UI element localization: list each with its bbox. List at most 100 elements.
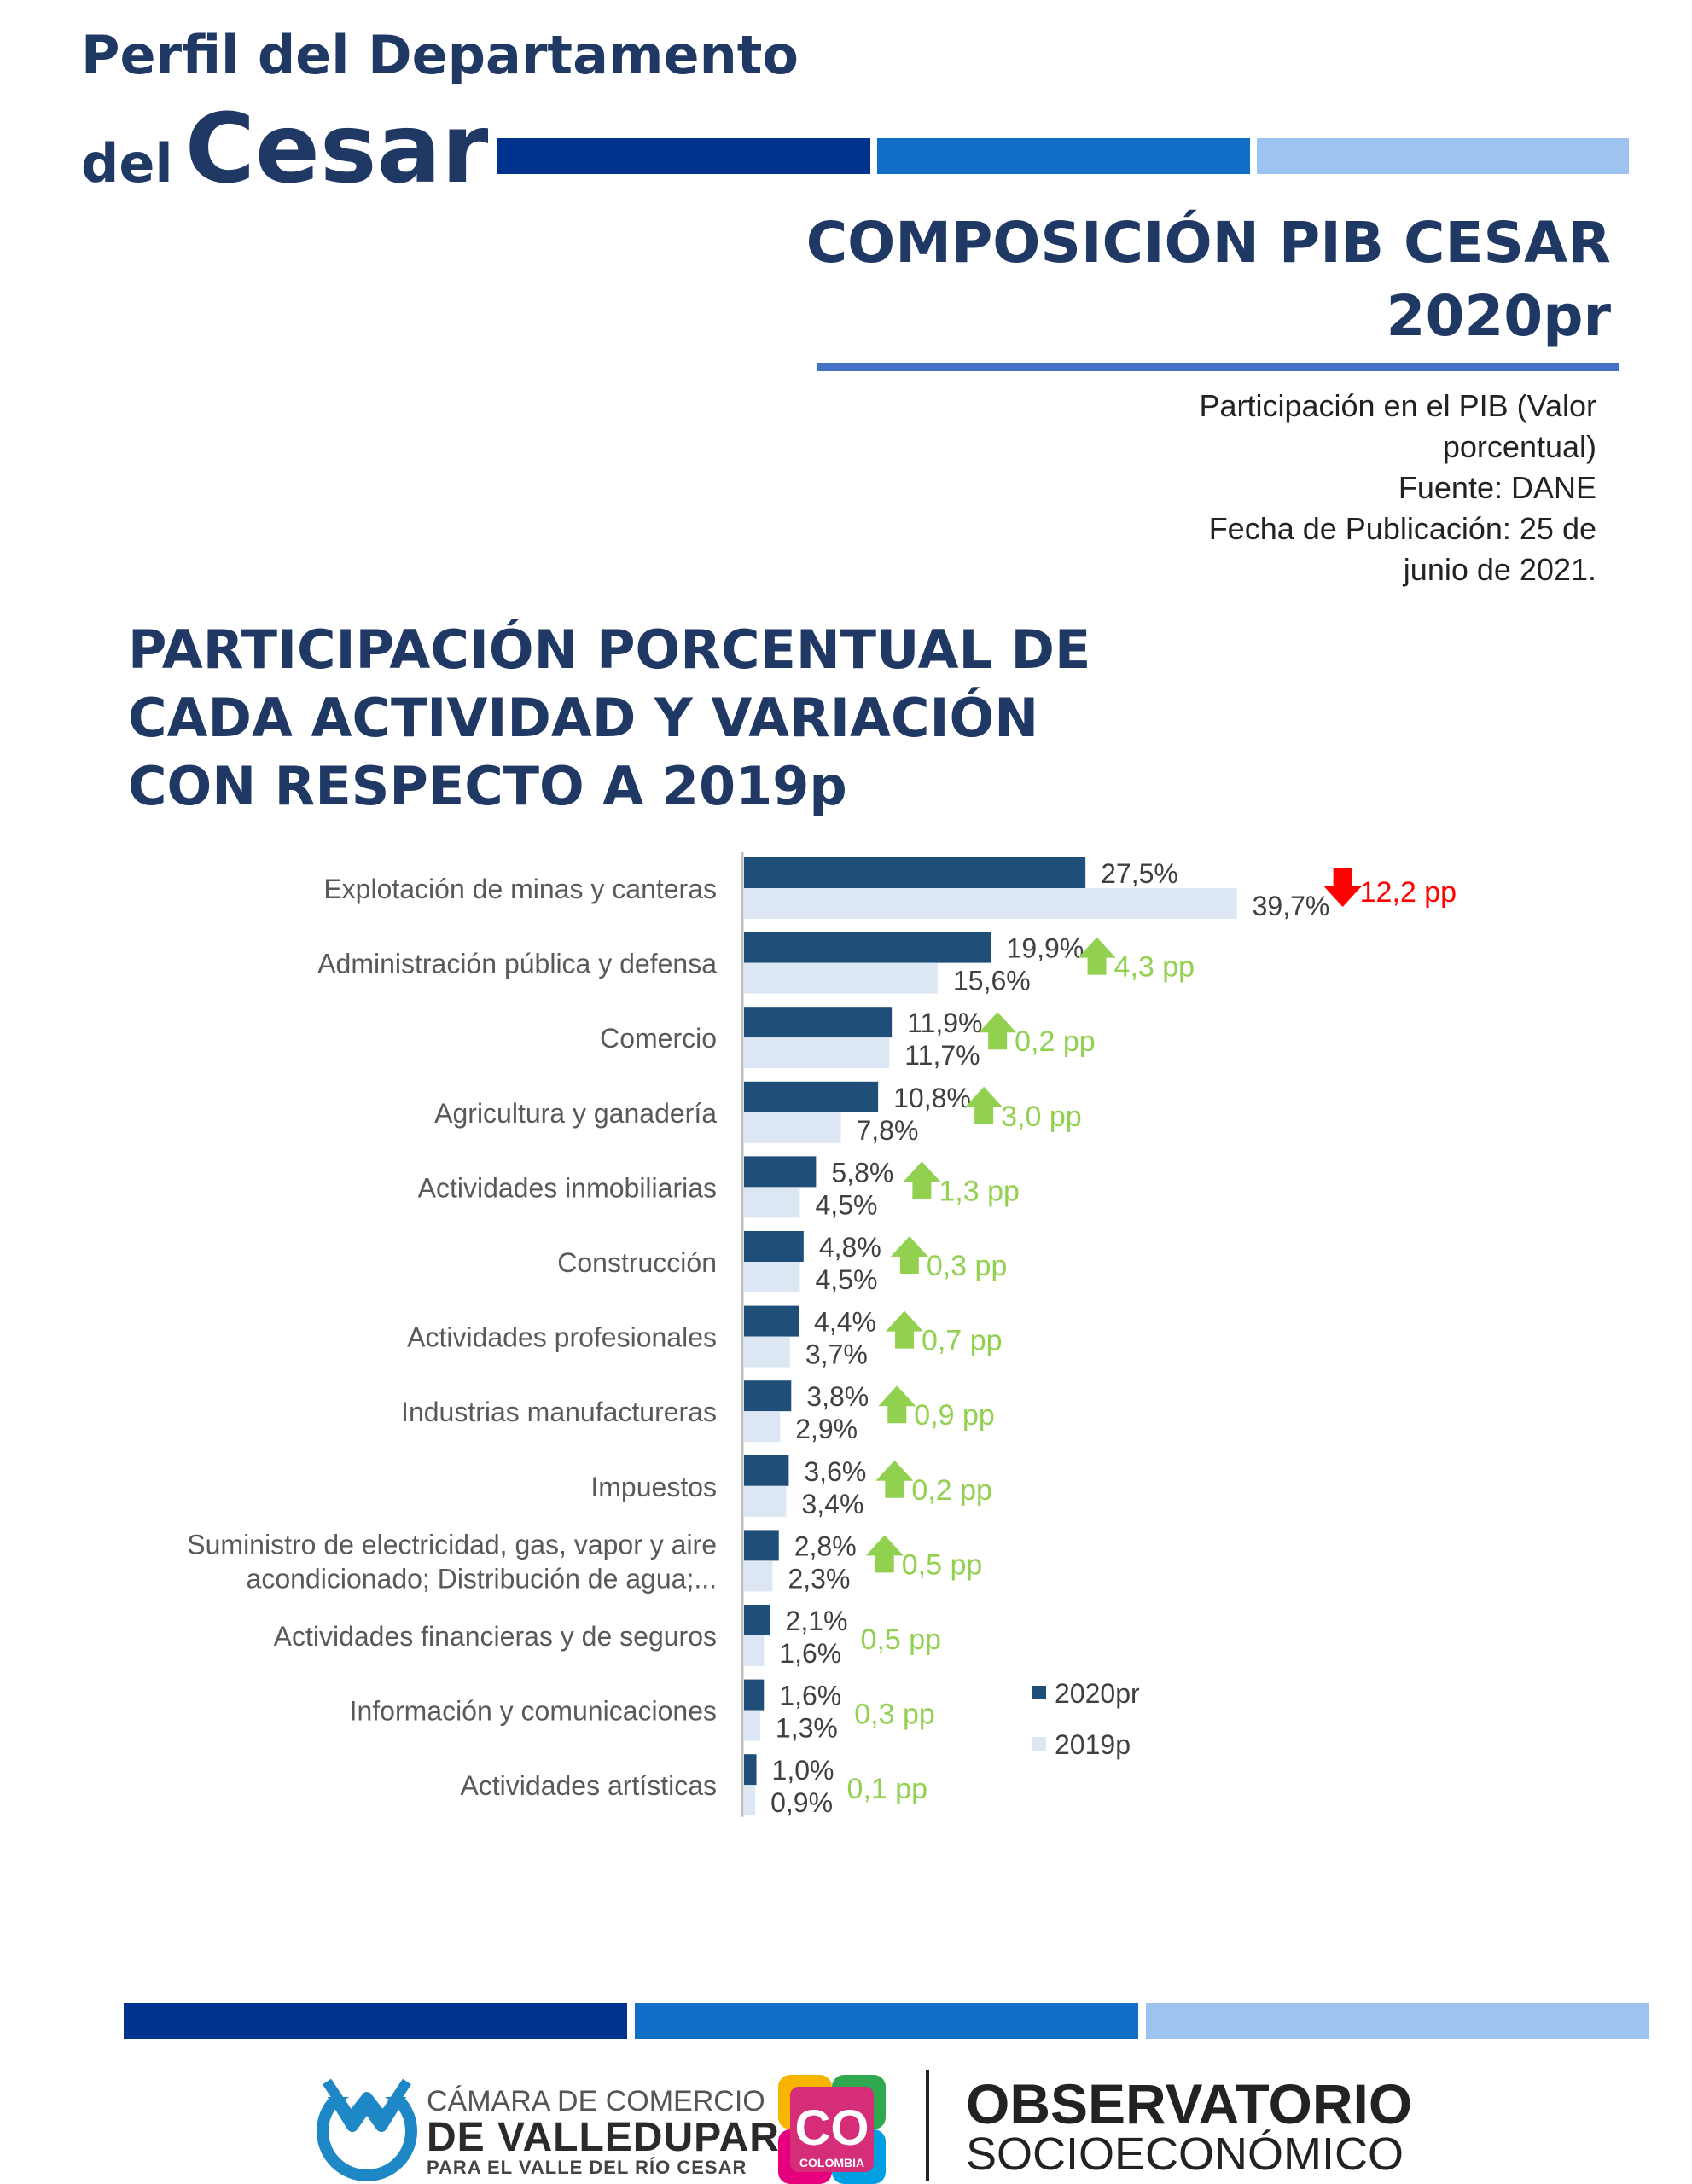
value-label-2020-0: 27,5%: [1101, 858, 1178, 889]
variation-label-8: 0,2 pp: [911, 1474, 992, 1507]
category-label-4: Actividades inmobiliarias: [418, 1172, 717, 1203]
footer-stripe-dark: [124, 2003, 627, 2039]
co-logo-text: CO: [795, 2100, 869, 2156]
variation-label-11: 0,3 pp: [854, 1699, 935, 1731]
bar-2020-6: [744, 1305, 799, 1337]
value-label-2020-11: 1,6%: [779, 1681, 841, 1711]
bar-2020-5: [744, 1231, 804, 1262]
value-label-2020-9: 2,8%: [794, 1531, 857, 1561]
up-arrow-icon-1: [1078, 937, 1116, 975]
meta-line1: Participación en el PIB (Valor: [1199, 388, 1596, 423]
value-label-2019-2: 11,7%: [904, 1040, 980, 1071]
bar-2019-6: [744, 1336, 790, 1368]
up-arrow-icon-6: [886, 1310, 924, 1349]
category-label-0: Explotación de minas y canteras: [323, 874, 717, 904]
value-label-2019-4: 4,5%: [815, 1189, 877, 1220]
value-label-2020-5: 4,8%: [819, 1232, 881, 1263]
value-label-2020-7: 3,8%: [806, 1381, 869, 1412]
bar-2020-0: [744, 857, 1086, 888]
legend-label-2019: 2019p: [1055, 1729, 1131, 1760]
variation-label-7: 0,9 pp: [914, 1399, 995, 1432]
header-del: del: [81, 132, 173, 195]
bar-2019-7: [744, 1411, 781, 1443]
up-arrow-icon-7: [878, 1385, 916, 1424]
header-cesar: Cesar: [184, 94, 489, 205]
category-label-5: Construcción: [557, 1247, 717, 1278]
up-arrow-icon-2: [979, 1012, 1017, 1050]
co-logo-sub: COLOMBIA: [799, 2156, 864, 2169]
footer-divider: [926, 2070, 929, 2181]
value-label-2020-8: 3,6%: [804, 1456, 866, 1487]
category-label-6: Actividades profesionales: [407, 1322, 717, 1353]
bar-2020-12: [744, 1754, 757, 1786]
header-title: Perfil del Departamento: [81, 24, 799, 86]
value-label-2020-2: 11,9%: [907, 1008, 982, 1038]
value-label-2020-10: 2,1%: [786, 1606, 848, 1636]
colombia-co-logo: CO COLOMBIA: [778, 2075, 886, 2184]
bar-2020-8: [744, 1455, 789, 1486]
variation-label-1: 4,3 pp: [1114, 951, 1195, 984]
value-label-2020-12: 1,0%: [772, 1755, 834, 1786]
header-stripe-light: [1257, 138, 1629, 174]
main-title-line1: COMPOSICIÓN PIB CESAR: [805, 210, 1611, 276]
bar-2020-10: [744, 1605, 770, 1635]
main-title-line2: 2020pr: [1386, 283, 1611, 349]
meta-line5: junio de 2021.: [1403, 552, 1596, 587]
value-label-2020-3: 10,8%: [893, 1083, 971, 1113]
chart-title: PARTICIPACIÓN PORCENTUAL DE CADA ACTIVID…: [128, 616, 1237, 821]
bar-2019-1: [744, 962, 938, 994]
footer-stripe-mid: [635, 2003, 1138, 2039]
ccv-name-line2: DE VALLEDUPAR: [427, 2115, 780, 2160]
value-label-2019-10: 1,6%: [779, 1638, 841, 1669]
obs-line2: SOCIOECONÓMICO: [966, 2129, 1404, 2180]
variation-label-3: 3,0 pp: [1001, 1101, 1082, 1133]
variation-label-5: 0,3 pp: [927, 1250, 1008, 1282]
bar-2020-9: [744, 1530, 779, 1561]
category-label-10: Actividades financieras y de seguros: [274, 1621, 717, 1652]
variation-label-12: 0,1 pp: [847, 1773, 928, 1805]
bar-2019-10: [744, 1635, 765, 1666]
bar-2019-4: [744, 1187, 800, 1218]
category-label-7: Industrias manufactureras: [401, 1397, 717, 1427]
bar-2020-11: [744, 1679, 765, 1711]
value-label-2020-6: 4,4%: [814, 1307, 876, 1338]
value-label-2019-0: 39,7%: [1253, 891, 1330, 921]
value-label-2019-3: 7,8%: [856, 1115, 918, 1146]
bar-2020-1: [744, 932, 991, 963]
bar-2020-2: [744, 1007, 893, 1038]
variation-label-9: 0,5 pp: [902, 1548, 983, 1581]
ccv-name-line3: PARA EL VALLE DEL RÍO CESAR: [427, 2157, 747, 2178]
legend-label-2020: 2020pr: [1055, 1678, 1140, 1709]
bar-2020-4: [744, 1156, 817, 1188]
value-label-2020-1: 19,9%: [1007, 933, 1084, 964]
chart-title-line2: CADA ACTIVIDAD Y VARIACIÓN: [128, 687, 1039, 749]
meta-line2: porcentual): [1442, 429, 1596, 464]
chart-title-line1: PARTICIPACIÓN PORCENTUAL DE: [128, 619, 1091, 681]
bar-2019-8: [744, 1485, 787, 1517]
variation-label-10: 0,5 pp: [861, 1623, 942, 1656]
category-label-9-0: Suministro de electricidad, gas, vapor y…: [187, 1529, 717, 1560]
legend-swatch-2019: [1032, 1737, 1046, 1751]
header-subtitle: del Cesar: [81, 94, 488, 205]
chart-title-line3: CON RESPECTO A 2019p: [128, 755, 847, 817]
category-label-9-1: acondicionado; Distribución de agua;...: [247, 1563, 717, 1594]
category-label-2: Comercio: [600, 1023, 717, 1054]
bar-2020-7: [744, 1380, 792, 1412]
meta-line4: Fecha de Publicación: 25 de: [1208, 511, 1596, 546]
ccv-name-line1: CÁMARA DE COMERCIO: [427, 2085, 765, 2117]
value-label-2019-8: 3,4%: [801, 1489, 863, 1519]
value-label-2019-7: 2,9%: [795, 1414, 858, 1444]
main-title: COMPOSICIÓN PIB CESAR 2020pr: [806, 206, 1611, 353]
category-label-8: Impuestos: [590, 1472, 717, 1502]
category-label-1: Administración pública y defensa: [317, 949, 717, 979]
variation-label-0: 12,2 pp: [1360, 876, 1457, 909]
variation-label-4: 1,3 pp: [939, 1175, 1020, 1207]
bar-2019-11: [744, 1710, 760, 1741]
meta-line3: Fuente: DANE: [1398, 470, 1596, 505]
bar-2019-9: [744, 1560, 773, 1592]
bar-2019-2: [744, 1037, 890, 1069]
obs-line1: OBSERVATORIO: [966, 2072, 1413, 2135]
value-label-2019-12: 0,9%: [770, 1787, 833, 1818]
up-arrow-icon-3: [965, 1086, 1003, 1124]
